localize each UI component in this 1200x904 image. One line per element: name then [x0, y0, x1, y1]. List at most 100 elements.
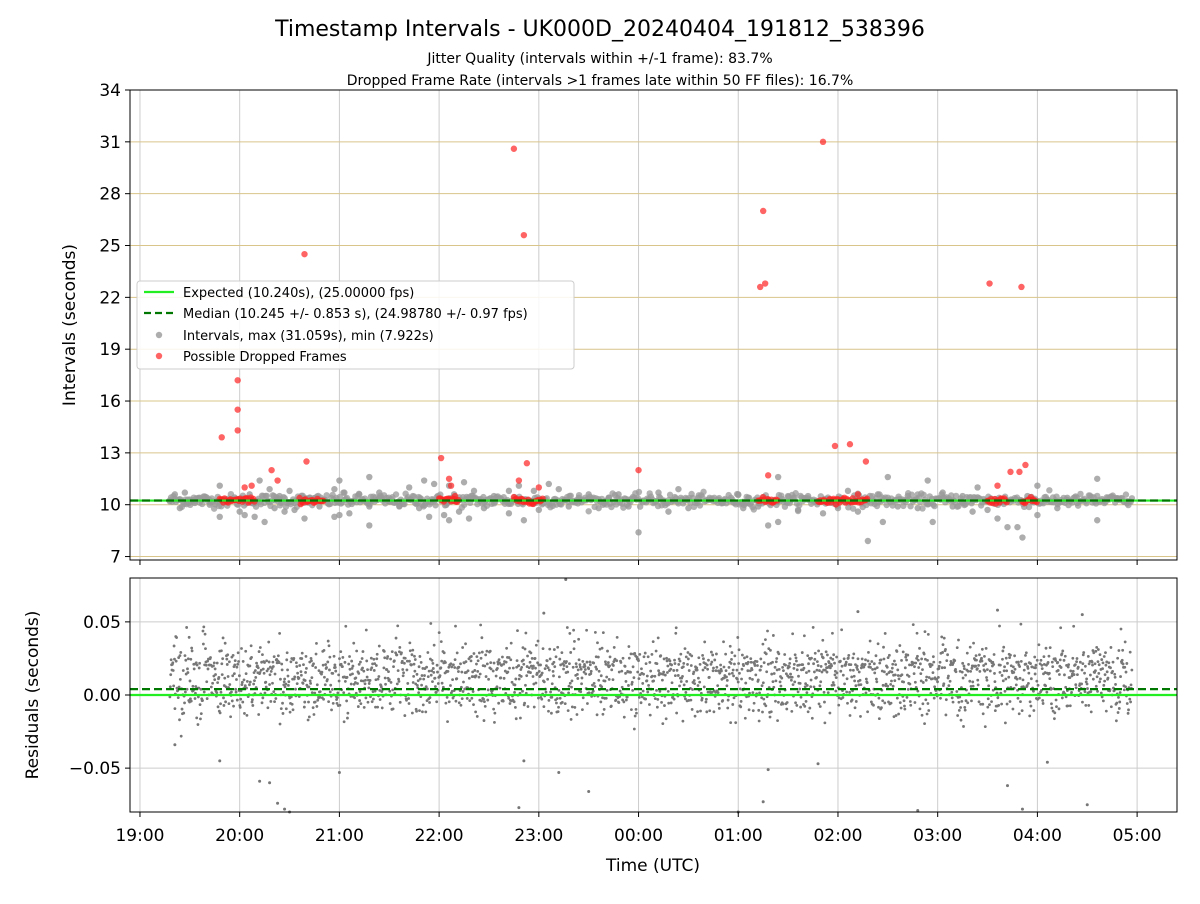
residual-point: [615, 699, 618, 702]
residual-point: [516, 629, 519, 632]
residual-point: [524, 632, 527, 635]
interval-point: [1014, 524, 1020, 530]
residual-point: [993, 672, 996, 675]
interval-point: [431, 481, 437, 487]
residual-point: [555, 655, 558, 658]
residual-point: [702, 657, 705, 660]
residual-point: [227, 675, 230, 678]
residual-point: [831, 658, 834, 661]
residual-point: [817, 664, 820, 667]
residual-point: [823, 721, 826, 724]
residual-point: [789, 657, 792, 660]
residual-point: [332, 702, 335, 705]
residual-point: [281, 702, 284, 705]
residual-point: [531, 657, 534, 660]
residual-point: [927, 702, 930, 705]
dropped-frame-point: [524, 460, 530, 466]
residual-point: [428, 701, 431, 704]
residual-point: [718, 707, 721, 710]
residual-point: [939, 697, 942, 700]
residual-point: [455, 700, 458, 703]
residual-point: [906, 654, 909, 657]
residual-point: [568, 685, 571, 688]
residual-point: [816, 669, 819, 672]
residual-point: [358, 699, 361, 702]
residual-point: [286, 669, 289, 672]
residual-point: [740, 678, 743, 681]
residual-point: [433, 644, 436, 647]
residual-point: [1089, 674, 1092, 677]
residual-point: [285, 707, 288, 710]
residual-point: [764, 704, 767, 707]
interval-point: [805, 493, 811, 499]
residual-point: [889, 683, 892, 686]
residual-point: [834, 673, 837, 676]
residual-point: [594, 631, 597, 634]
residual-point: [784, 664, 787, 667]
dropped-frame-point: [234, 427, 240, 433]
residual-point: [946, 653, 949, 656]
residual-point: [470, 660, 473, 663]
residual-point: [517, 664, 520, 667]
residual-point: [1097, 660, 1100, 663]
residual-point: [972, 642, 975, 645]
residual-point: [1098, 680, 1101, 683]
residual-point: [728, 673, 731, 676]
residual-point: [605, 697, 608, 700]
residual-point: [179, 651, 182, 654]
residual-point: [366, 668, 369, 671]
residual-point: [249, 681, 252, 684]
dropped-frame-point: [760, 208, 766, 214]
residual-point: [1048, 672, 1051, 675]
residual-point: [1124, 685, 1127, 688]
residual-point: [210, 686, 213, 689]
residual-point: [369, 679, 372, 682]
interval-point: [635, 529, 641, 535]
interval-point: [775, 519, 781, 525]
residual-point: [1007, 676, 1010, 679]
residual-point: [799, 706, 802, 709]
residual-point: [761, 684, 764, 687]
residual-point: [355, 650, 358, 653]
residual-point: [767, 768, 770, 771]
residual-point: [216, 681, 219, 684]
residual-point: [878, 717, 881, 720]
residual-point: [600, 685, 603, 688]
residual-point: [595, 668, 598, 671]
residual-point: [673, 659, 676, 662]
residual-point: [743, 657, 746, 660]
dropped-frame-point: [511, 146, 517, 152]
residual-point: [379, 698, 382, 701]
dropped-frame-point: [1022, 462, 1028, 468]
residual-point: [182, 669, 185, 672]
residual-point: [307, 701, 310, 704]
residual-point: [821, 639, 824, 642]
residual-point: [318, 696, 321, 699]
residual-point: [1116, 657, 1119, 660]
residual-point: [1130, 683, 1133, 686]
residual-point: [856, 610, 859, 613]
residual-point: [860, 683, 863, 686]
residual-point: [532, 675, 535, 678]
residual-point: [977, 664, 980, 667]
residual-point: [357, 705, 360, 708]
residual-point: [819, 680, 822, 683]
residual-point: [202, 630, 205, 633]
residual-point: [280, 707, 283, 710]
residual-point: [894, 673, 897, 676]
residual-point: [647, 684, 650, 687]
interval-point: [775, 474, 781, 480]
intervals-y-tick-label: 22: [99, 288, 121, 308]
intervals-y-tick-label: 10: [99, 496, 121, 516]
residual-point: [363, 706, 366, 709]
residual-point: [609, 655, 612, 658]
residual-point: [567, 709, 570, 712]
residual-point: [978, 670, 981, 673]
residual-point: [1021, 709, 1024, 712]
residual-point: [1075, 686, 1078, 689]
residual-point: [762, 698, 765, 701]
residual-point: [220, 649, 223, 652]
residual-point: [542, 612, 545, 615]
residual-point: [739, 688, 742, 691]
residual-point: [338, 680, 341, 683]
